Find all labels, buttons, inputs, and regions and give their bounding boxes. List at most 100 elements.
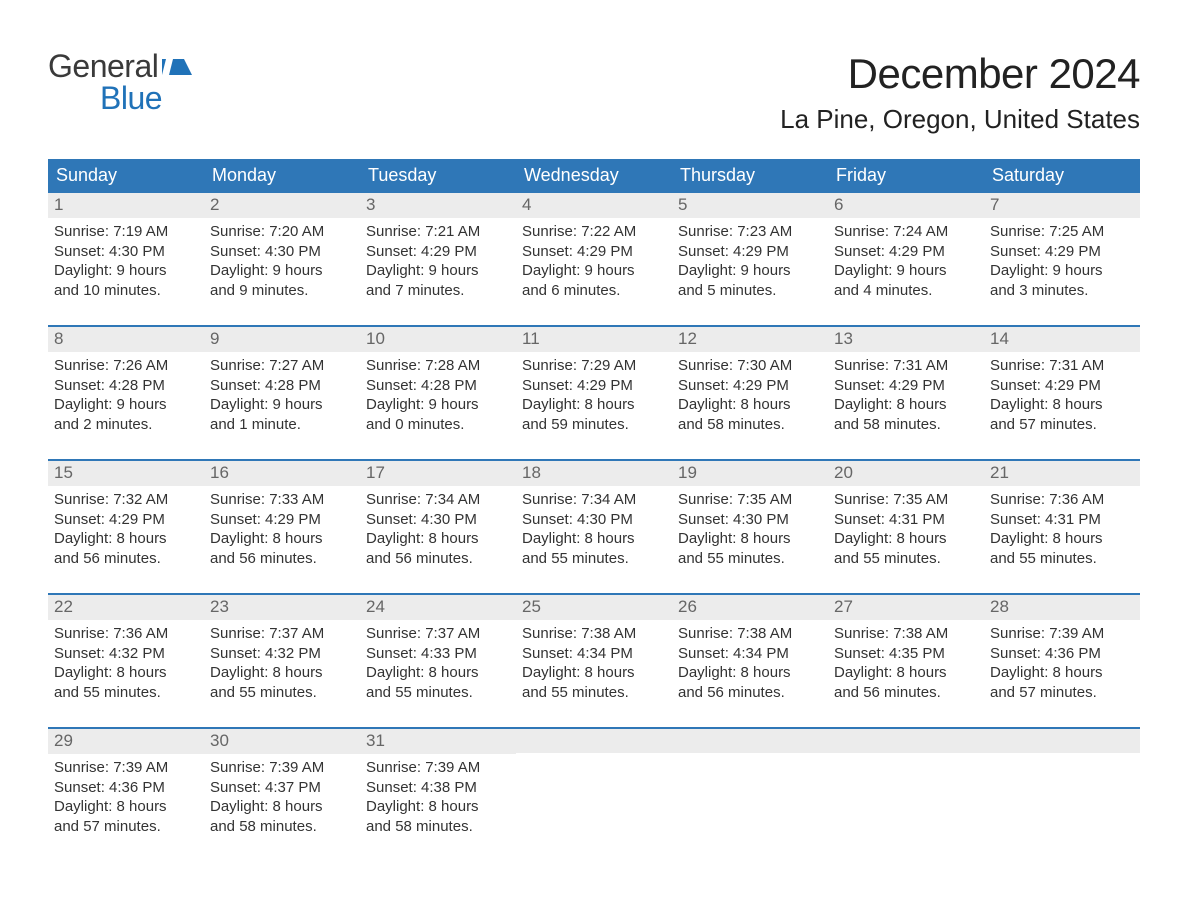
- day-number: 3: [360, 193, 516, 218]
- sunrise-text: Sunrise: 7:21 AM: [366, 222, 510, 242]
- calendar-day-cell: 5Sunrise: 7:23 AMSunset: 4:29 PMDaylight…: [672, 193, 828, 305]
- day-details: Sunrise: 7:30 AMSunset: 4:29 PMDaylight:…: [672, 352, 828, 438]
- calendar-day-cell: 27Sunrise: 7:38 AMSunset: 4:35 PMDayligh…: [828, 595, 984, 707]
- sunset-text: Sunset: 4:30 PM: [678, 510, 822, 530]
- day-number: 31: [360, 729, 516, 754]
- day-details: Sunrise: 7:39 AMSunset: 4:37 PMDaylight:…: [204, 754, 360, 840]
- day-details: Sunrise: 7:35 AMSunset: 4:31 PMDaylight:…: [828, 486, 984, 572]
- sunrise-text: Sunrise: 7:36 AM: [54, 624, 198, 644]
- empty-day-bar: [516, 729, 672, 753]
- day-details: Sunrise: 7:39 AMSunset: 4:38 PMDaylight:…: [360, 754, 516, 840]
- sunrise-text: Sunrise: 7:38 AM: [522, 624, 666, 644]
- sunrise-text: Sunrise: 7:39 AM: [210, 758, 354, 778]
- day-details: Sunrise: 7:23 AMSunset: 4:29 PMDaylight:…: [672, 218, 828, 304]
- day-number: 24: [360, 595, 516, 620]
- daylight-line2: and 3 minutes.: [990, 281, 1134, 301]
- day-number: 21: [984, 461, 1140, 486]
- day-number: 4: [516, 193, 672, 218]
- daylight-line1: Daylight: 8 hours: [366, 663, 510, 683]
- calendar-day-cell: 4Sunrise: 7:22 AMSunset: 4:29 PMDaylight…: [516, 193, 672, 305]
- daylight-line1: Daylight: 8 hours: [210, 663, 354, 683]
- sunrise-text: Sunrise: 7:33 AM: [210, 490, 354, 510]
- day-details: Sunrise: 7:34 AMSunset: 4:30 PMDaylight:…: [360, 486, 516, 572]
- sunrise-text: Sunrise: 7:24 AM: [834, 222, 978, 242]
- sunrise-text: Sunrise: 7:23 AM: [678, 222, 822, 242]
- daylight-line2: and 55 minutes.: [210, 683, 354, 703]
- daylight-line1: Daylight: 8 hours: [210, 797, 354, 817]
- calendar-day-cell: 6Sunrise: 7:24 AMSunset: 4:29 PMDaylight…: [828, 193, 984, 305]
- calendar-day-cell: 23Sunrise: 7:37 AMSunset: 4:32 PMDayligh…: [204, 595, 360, 707]
- day-details: Sunrise: 7:37 AMSunset: 4:32 PMDaylight:…: [204, 620, 360, 706]
- sunrise-text: Sunrise: 7:31 AM: [834, 356, 978, 376]
- day-details: Sunrise: 7:35 AMSunset: 4:30 PMDaylight:…: [672, 486, 828, 572]
- location-subtitle: La Pine, Oregon, United States: [780, 104, 1140, 135]
- daylight-line2: and 55 minutes.: [366, 683, 510, 703]
- day-number: 13: [828, 327, 984, 352]
- sunset-text: Sunset: 4:32 PM: [54, 644, 198, 664]
- daylight-line1: Daylight: 9 hours: [366, 261, 510, 281]
- header-row: General Blue December 2024 La Pine, Oreg…: [48, 50, 1140, 135]
- day-number: 9: [204, 327, 360, 352]
- sunrise-text: Sunrise: 7:32 AM: [54, 490, 198, 510]
- calendar-day-cell: 19Sunrise: 7:35 AMSunset: 4:30 PMDayligh…: [672, 461, 828, 573]
- daylight-line1: Daylight: 8 hours: [522, 395, 666, 415]
- sunset-text: Sunset: 4:29 PM: [990, 242, 1134, 262]
- daylight-line2: and 56 minutes.: [366, 549, 510, 569]
- calendar-week: 15Sunrise: 7:32 AMSunset: 4:29 PMDayligh…: [48, 459, 1140, 573]
- daylight-line2: and 4 minutes.: [834, 281, 978, 301]
- sunset-text: Sunset: 4:30 PM: [366, 510, 510, 530]
- sunset-text: Sunset: 4:29 PM: [522, 376, 666, 396]
- month-title: December 2024: [780, 50, 1140, 98]
- day-number: 28: [984, 595, 1140, 620]
- sunset-text: Sunset: 4:29 PM: [366, 242, 510, 262]
- day-details: Sunrise: 7:21 AMSunset: 4:29 PMDaylight:…: [360, 218, 516, 304]
- day-details: Sunrise: 7:29 AMSunset: 4:29 PMDaylight:…: [516, 352, 672, 438]
- daylight-line2: and 9 minutes.: [210, 281, 354, 301]
- sunset-text: Sunset: 4:33 PM: [366, 644, 510, 664]
- daylight-line1: Daylight: 8 hours: [522, 529, 666, 549]
- day-number: 16: [204, 461, 360, 486]
- weekday-header: Tuesday: [360, 159, 516, 193]
- sunset-text: Sunset: 4:28 PM: [210, 376, 354, 396]
- sunset-text: Sunset: 4:35 PM: [834, 644, 978, 664]
- calendar-week: 29Sunrise: 7:39 AMSunset: 4:36 PMDayligh…: [48, 727, 1140, 841]
- daylight-line1: Daylight: 8 hours: [990, 663, 1134, 683]
- sunrise-text: Sunrise: 7:38 AM: [834, 624, 978, 644]
- calendar-day-cell: [984, 729, 1140, 841]
- day-number: 19: [672, 461, 828, 486]
- sunrise-text: Sunrise: 7:39 AM: [366, 758, 510, 778]
- daylight-line2: and 55 minutes.: [990, 549, 1134, 569]
- calendar-grid: SundayMondayTuesdayWednesdayThursdayFrid…: [48, 159, 1140, 841]
- day-number: 6: [828, 193, 984, 218]
- sunrise-text: Sunrise: 7:28 AM: [366, 356, 510, 376]
- daylight-line1: Daylight: 8 hours: [366, 529, 510, 549]
- daylight-line1: Daylight: 8 hours: [834, 663, 978, 683]
- day-number: 8: [48, 327, 204, 352]
- daylight-line2: and 55 minutes.: [522, 683, 666, 703]
- daylight-line1: Daylight: 8 hours: [54, 663, 198, 683]
- calendar-day-cell: 3Sunrise: 7:21 AMSunset: 4:29 PMDaylight…: [360, 193, 516, 305]
- calendar-day-cell: 22Sunrise: 7:36 AMSunset: 4:32 PMDayligh…: [48, 595, 204, 707]
- day-details: Sunrise: 7:22 AMSunset: 4:29 PMDaylight:…: [516, 218, 672, 304]
- sunrise-text: Sunrise: 7:37 AM: [210, 624, 354, 644]
- sunrise-text: Sunrise: 7:35 AM: [834, 490, 978, 510]
- calendar-day-cell: 1Sunrise: 7:19 AMSunset: 4:30 PMDaylight…: [48, 193, 204, 305]
- sunrise-text: Sunrise: 7:37 AM: [366, 624, 510, 644]
- sunrise-text: Sunrise: 7:36 AM: [990, 490, 1134, 510]
- calendar-day-cell: 25Sunrise: 7:38 AMSunset: 4:34 PMDayligh…: [516, 595, 672, 707]
- sunrise-text: Sunrise: 7:30 AM: [678, 356, 822, 376]
- day-details: Sunrise: 7:26 AMSunset: 4:28 PMDaylight:…: [48, 352, 204, 438]
- daylight-line1: Daylight: 9 hours: [54, 261, 198, 281]
- daylight-line2: and 55 minutes.: [522, 549, 666, 569]
- day-details: Sunrise: 7:19 AMSunset: 4:30 PMDaylight:…: [48, 218, 204, 304]
- sunrise-text: Sunrise: 7:29 AM: [522, 356, 666, 376]
- sunrise-text: Sunrise: 7:26 AM: [54, 356, 198, 376]
- day-details: Sunrise: 7:28 AMSunset: 4:28 PMDaylight:…: [360, 352, 516, 438]
- calendar-day-cell: 9Sunrise: 7:27 AMSunset: 4:28 PMDaylight…: [204, 327, 360, 439]
- sunset-text: Sunset: 4:30 PM: [54, 242, 198, 262]
- day-number: 7: [984, 193, 1140, 218]
- sunset-text: Sunset: 4:29 PM: [990, 376, 1134, 396]
- day-number: 14: [984, 327, 1140, 352]
- sunrise-text: Sunrise: 7:19 AM: [54, 222, 198, 242]
- calendar-day-cell: 12Sunrise: 7:30 AMSunset: 4:29 PMDayligh…: [672, 327, 828, 439]
